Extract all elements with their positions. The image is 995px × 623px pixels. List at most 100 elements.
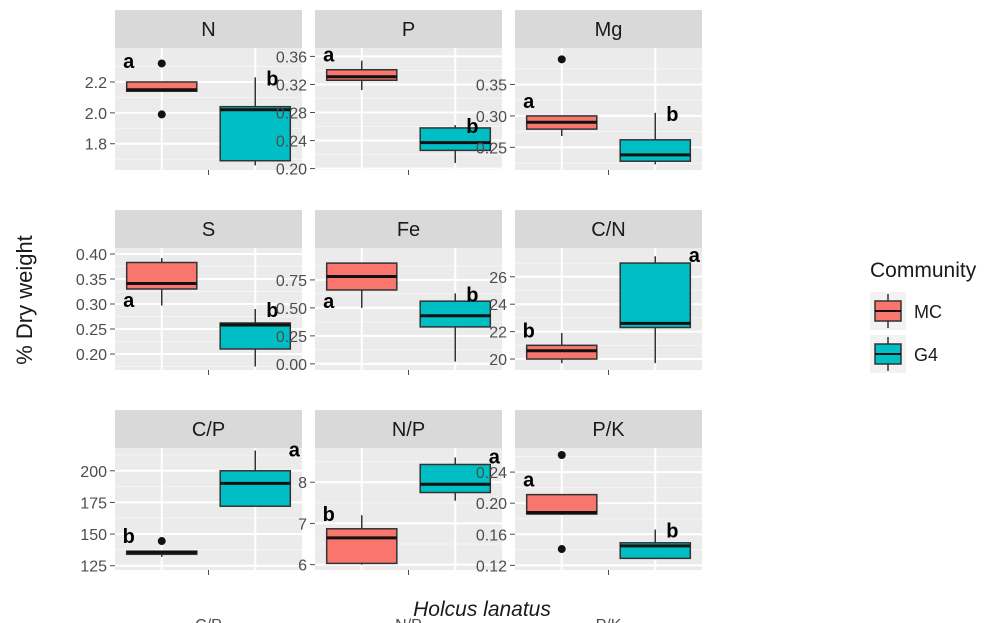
y-tick-label: 0.16 bbox=[476, 527, 507, 544]
box-body bbox=[125, 261, 198, 290]
y-tick-label: 0.25 bbox=[276, 329, 307, 346]
significance-letter: b bbox=[466, 116, 478, 138]
box-body bbox=[325, 68, 398, 82]
significance-letter: b bbox=[523, 320, 535, 342]
significance-letter: a bbox=[689, 245, 701, 267]
box-body bbox=[419, 463, 492, 494]
y-tick-label: 125 bbox=[80, 559, 107, 576]
y-tick-label: 24 bbox=[489, 297, 507, 314]
y-tick-label: 7 bbox=[298, 516, 307, 533]
box-body bbox=[325, 528, 398, 565]
y-tick-label: 0.75 bbox=[276, 273, 307, 290]
box-mc: a bbox=[323, 262, 398, 313]
y-tick-label: 0.24 bbox=[276, 134, 307, 151]
box-g4: a bbox=[419, 446, 501, 501]
x-category-label: C/P bbox=[195, 617, 222, 623]
y-tick-label: 0.20 bbox=[76, 347, 107, 364]
significance-letter: a bbox=[123, 51, 135, 73]
y-tick-label: 22 bbox=[489, 325, 507, 342]
y-tick-label: 8 bbox=[298, 475, 307, 492]
y-tick-label: 2.0 bbox=[85, 106, 107, 123]
panel-fe: Fe0.000.250.500.75abFe bbox=[276, 210, 502, 434]
y-tick-label: 0.00 bbox=[276, 357, 307, 374]
legend: Community MC G4 bbox=[870, 259, 977, 373]
box-body bbox=[525, 493, 598, 515]
significance-letter: a bbox=[523, 91, 535, 113]
significance-letter: b bbox=[266, 300, 278, 322]
panel-n: N1.82.02.2abN bbox=[85, 10, 302, 234]
y-tick-label: 175 bbox=[80, 495, 107, 512]
panel-mg: Mg0.250.300.35abMg bbox=[476, 10, 702, 234]
significance-letter: b bbox=[323, 504, 335, 526]
box-mc: a bbox=[123, 258, 198, 312]
legend-entry-label: G4 bbox=[914, 345, 938, 365]
box-body bbox=[619, 262, 692, 329]
panel-title: N bbox=[201, 19, 215, 41]
panel-p-k: P/K0.120.160.200.24abP/K bbox=[476, 410, 702, 623]
box-g4: b bbox=[419, 284, 492, 362]
outlier-point bbox=[157, 110, 166, 119]
box-body bbox=[419, 127, 492, 152]
y-tick-label: 0.12 bbox=[476, 558, 507, 575]
x-category-label: P/K bbox=[596, 617, 622, 623]
panel-strip bbox=[315, 210, 502, 248]
y-tick-label: 0.24 bbox=[476, 465, 507, 482]
outlier-point bbox=[157, 59, 166, 68]
outlier-point bbox=[557, 55, 566, 64]
legend-entry-label: MC bbox=[914, 302, 942, 322]
y-tick-label: 0.30 bbox=[76, 297, 107, 314]
y-tick-label: 0.28 bbox=[276, 106, 307, 123]
box-body bbox=[219, 105, 292, 162]
y-tick-label: 0.35 bbox=[476, 77, 507, 94]
y-tick-label: 0.32 bbox=[276, 77, 307, 94]
box-g4: b bbox=[619, 104, 692, 165]
legend-key-mc: MC bbox=[870, 292, 942, 330]
y-tick-label: 0.40 bbox=[76, 247, 107, 264]
y-tick-label: 6 bbox=[298, 558, 307, 575]
panel-strip bbox=[515, 410, 702, 448]
panel-n-p: N/P 6 7 8b a N/P bbox=[298, 410, 502, 623]
panel-strip bbox=[515, 10, 702, 48]
box-mc: b bbox=[523, 320, 598, 364]
panel-c-p: C/P 125 150 175 200 b a C/P bbox=[80, 410, 302, 623]
y-tick-label: 0.50 bbox=[276, 301, 307, 318]
y-tick-label: 0.25 bbox=[476, 140, 507, 157]
box-mc: b bbox=[323, 504, 398, 565]
panel-grid: N1.82.02.2abNP0.200.240.280.320.36abPMg0… bbox=[76, 10, 702, 623]
panel-title: P bbox=[402, 19, 415, 41]
legend-title: Community bbox=[870, 259, 977, 282]
box-g4: b bbox=[619, 521, 692, 560]
box-mc: a bbox=[323, 45, 398, 91]
box-body bbox=[125, 81, 198, 92]
significance-letter: a bbox=[289, 440, 301, 462]
box-g4: a bbox=[619, 245, 701, 364]
outlier-point bbox=[557, 450, 566, 459]
panel-strip bbox=[315, 10, 502, 48]
box-body bbox=[619, 139, 692, 162]
y-tick-label: 20 bbox=[489, 352, 507, 369]
panel-title: S bbox=[202, 219, 215, 241]
panel-title: N/P bbox=[392, 419, 425, 441]
legend-key-g4: G4 bbox=[870, 335, 938, 373]
legend-keys: MC G4 bbox=[870, 292, 942, 373]
panel-title: Mg bbox=[595, 19, 623, 41]
box-g4: a bbox=[219, 440, 301, 507]
box-g4: b bbox=[219, 300, 292, 367]
significance-letter: a bbox=[123, 290, 135, 312]
panel-title: C/N bbox=[591, 219, 625, 241]
panel-strip bbox=[515, 210, 702, 248]
y-tick-label: 26 bbox=[489, 270, 507, 287]
plot-area bbox=[315, 48, 502, 170]
y-tick-label: 0.25 bbox=[76, 322, 107, 339]
y-tick-label: 1.8 bbox=[85, 137, 107, 154]
panel-title: P/K bbox=[592, 419, 625, 441]
significance-letter: a bbox=[323, 291, 335, 313]
significance-letter: a bbox=[323, 45, 335, 67]
panel-strip bbox=[115, 210, 302, 248]
panel-s: S0.200.250.300.350.40abS bbox=[76, 210, 302, 434]
box-mc: a bbox=[523, 450, 598, 554]
box-body bbox=[219, 470, 292, 507]
outlier-point bbox=[557, 545, 566, 554]
panel-title: Fe bbox=[397, 219, 420, 241]
